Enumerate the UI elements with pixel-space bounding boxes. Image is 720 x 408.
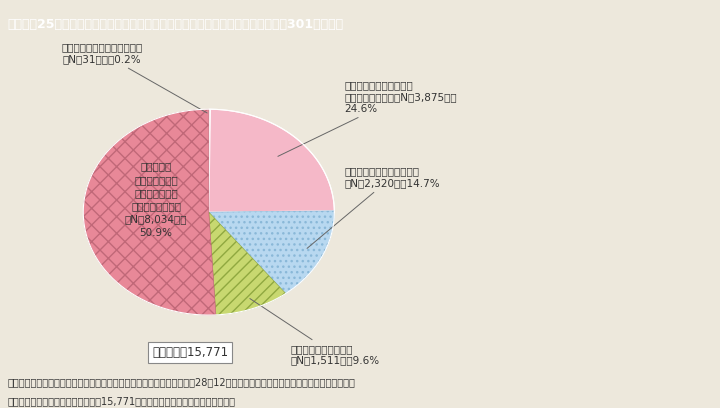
Text: 「行動計画の公表」のみ，
（N＝2,320），14.7%: 「行動計画の公表」のみ， （N＝2,320），14.7% bbox=[307, 166, 440, 248]
Polygon shape bbox=[209, 109, 210, 212]
Polygon shape bbox=[209, 109, 334, 212]
Text: 行動計画を届け出ていない，
（N＝31），　0.2%: 行動計画を届け出ていない， （N＝31）， 0.2% bbox=[61, 42, 207, 113]
Text: （備考）　１．厚生労働省「女性の活躍推進企業データベース」（平成28年12月末現在）より内閣府男女共同参画局にて作成。: （備考） １．厚生労働省「女性の活躍推進企業データベース」（平成28年12月末現… bbox=[7, 377, 355, 388]
Text: 「行動計画の公表」かつ
「情報の公表」，（N＝3,875），
24.6%: 「行動計画の公表」かつ 「情報の公表」，（N＝3,875）， 24.6% bbox=[278, 80, 457, 156]
Polygon shape bbox=[84, 109, 216, 315]
Text: Ｉ－特－25図　厚生労働省「女性の活躍推進企業データベース」への登録状況（301人以上）: Ｉ－特－25図 厚生労働省「女性の活躍推進企業データベース」への登録状況（301… bbox=[7, 18, 343, 31]
Text: 行動計画を
届け出ているが
データベースに
登録していない，
（N＝8,034），
50.9%: 行動計画を 届け出ているが データベースに 登録していない， （N＝8,034）… bbox=[125, 162, 187, 237]
Text: ２．義務対象事業主数（15,771）に占める事業主の割合と数を示す。: ２．義務対象事業主数（15,771）に占める事業主の割合と数を示す。 bbox=[7, 396, 235, 406]
Polygon shape bbox=[209, 211, 334, 293]
Text: 「情報の公表」のみ，
（N＝1,511），9.6%: 「情報の公表」のみ， （N＝1,511），9.6% bbox=[250, 299, 379, 366]
Polygon shape bbox=[209, 212, 286, 315]
Text: 事業主数：15,771: 事業主数：15,771 bbox=[152, 346, 228, 359]
